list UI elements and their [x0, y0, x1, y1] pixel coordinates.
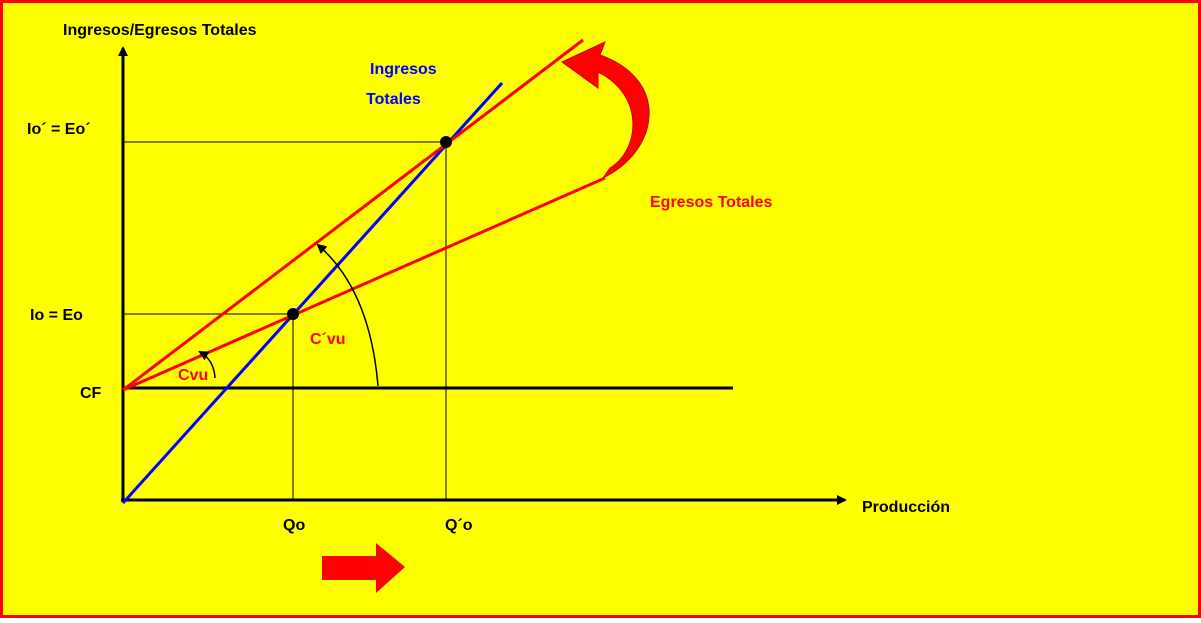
- revenue-line: [121, 81, 504, 505]
- cost-label: Egresos Totales: [650, 194, 773, 211]
- x-axis-label: Producción: [862, 499, 950, 516]
- revenue-label: Totales: [366, 91, 421, 108]
- y-mark: CF: [80, 385, 102, 402]
- x-mark: Q´o: [445, 517, 473, 534]
- rotation-arrow: [561, 41, 650, 179]
- break-even-point: [440, 136, 452, 148]
- revenue-label: Ingresos: [370, 61, 437, 78]
- break-even-point: [287, 308, 299, 320]
- angle-label: Cvu: [178, 367, 208, 384]
- y-axis-label: Ingresos/Egresos Totales: [63, 22, 257, 39]
- angle-label: C´vu: [310, 331, 346, 348]
- new-cost-line: [122, 38, 584, 392]
- x-mark: Qo: [283, 517, 305, 534]
- angle-arc: [198, 351, 216, 379]
- guide-lines: [123, 141, 447, 500]
- angle-arc: [316, 243, 379, 387]
- direction-arrow: [322, 543, 405, 593]
- y-mark: Io = Eo: [30, 307, 83, 324]
- y-mark: Io´ = Eo´: [27, 121, 91, 138]
